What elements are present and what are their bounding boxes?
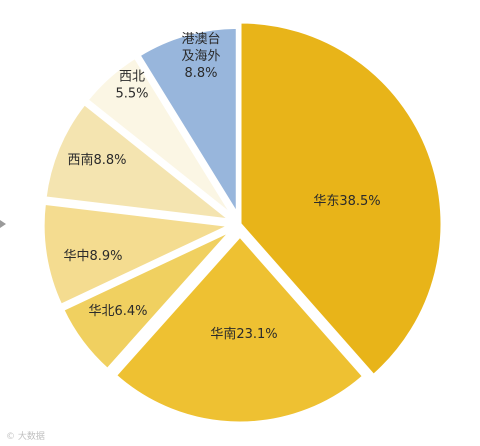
pie-slice (43, 101, 236, 223)
pie-slice (113, 233, 366, 425)
arrow-icon (0, 220, 6, 228)
slice-label: 华北6.4% (88, 304, 147, 319)
slice-label: 华中8.9% (63, 249, 122, 264)
pie-slice (136, 25, 239, 220)
slice-label: 港澳台及海外 8.8% (181, 31, 220, 81)
pie-slice (41, 201, 236, 308)
slice-label: 华南23.1% (210, 326, 277, 342)
slice-label: 西北 5.5% (115, 70, 148, 102)
pie-slice (238, 20, 444, 378)
watermark: © 大数据 (6, 432, 45, 442)
slice-label: 西南8.8% (67, 152, 126, 168)
pie-slice (84, 55, 235, 218)
slice-label: 华东38.5% (313, 194, 380, 209)
pie-slice (60, 228, 234, 372)
